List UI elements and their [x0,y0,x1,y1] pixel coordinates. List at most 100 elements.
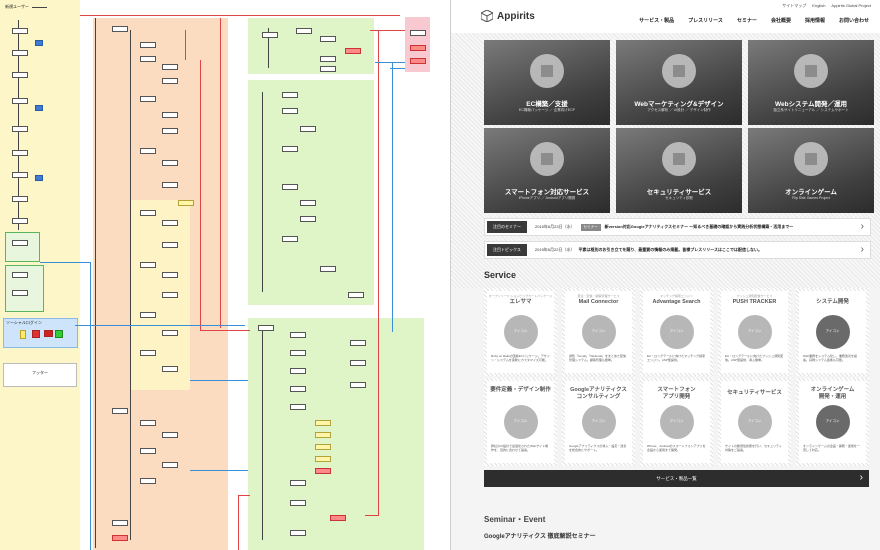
icon-label: アイコン [591,419,606,423]
service-card[interactable]: セキュリティサービス アイコン サイトの脆弱性診断を行い、セキュリティ対策をご提… [718,378,791,466]
chevron-right-icon[interactable]: › [860,244,864,255]
appirits-website: Appirits サイトマップ English Appirits Global … [450,0,880,550]
service-card[interactable]: オンラインゲーム 開発・運用 アイコン オンラインゲームの企画・開発・運用を一貫… [796,378,869,466]
gmail-icon [32,330,40,338]
service-card[interactable]: 受注・配信・顧客管理サービス Mail Connector アイコン 通知「Gm… [562,288,635,376]
service-card[interactable]: プッシュ通知配信サービス PUSH TRACKER アイコン EC・ロングテール… [718,288,791,376]
news-row-topics[interactable]: 注目トピックス 2015年6月22日（水） 平素は格別のお引き立てを賜り、最重要… [484,241,871,259]
seminar-headline[interactable]: Googleアナリティクス 徹底解説セミナー [484,534,596,540]
service-trunk [268,28,269,68]
main-node [162,432,178,438]
service-node [290,480,306,486]
service-node [290,530,306,536]
card-description: 弊社のUI設計で最適化されたWebサイト制作を、目的に合わせて提案。 [491,444,549,452]
main-node [162,462,178,468]
nav-company[interactable]: 会社概要 [770,18,791,24]
all-services-button[interactable]: サービス・製品一覧 › [484,470,869,487]
tile-title: Webシステム開発／運用 [775,101,847,108]
blue-connector [375,62,405,63]
service-icon [815,405,850,439]
service-node [290,404,306,410]
service-node [296,28,312,34]
service-card[interactable]: 要件定義・デザイン制作 アイコン 弊社のUI設計で最適化されたWebサイト制作を… [484,378,557,466]
site-header: Appirits サイトマップ English Appirits Global … [451,0,880,33]
main-node [162,292,178,298]
service-icon [659,405,694,439]
service-card[interactable]: マッチング検索エンジン Advantage Search アイコン EC・ロング… [640,288,713,376]
tile-icon [530,142,564,176]
phone-icon [20,330,26,339]
main-node [162,220,178,226]
logo[interactable]: Appirits [481,10,535,22]
card-subtitle: 受注・配信・顧客管理サービス [577,294,620,298]
service-node [282,108,298,114]
card-title: 要件定義・デザイン制作 [490,387,551,393]
tile-smartphone[interactable]: スマートフォン対応サービス iPhoneアプリ ／ Androidアプリ開発 [484,128,610,213]
service-node [320,36,336,42]
tile-icon [794,142,828,176]
service-node-yellow [315,432,331,438]
card-description: EC・ロングテールに向けたプッシュ通知配信。ASP型提供、導入簡単。 [725,354,784,362]
util-link-global[interactable]: Appirits Global Project [831,3,871,8]
util-link-english[interactable]: English [812,3,826,8]
tile-ec[interactable]: EC構築／支援 EC構築パッケージ ／ 企業向けECP [484,40,610,125]
nav-press[interactable]: プレスリリース [688,18,723,24]
service-node [282,92,298,98]
news-date: 2015年6月22日（水） [534,247,575,252]
service-card[interactable]: スマートフォン アプリ開発 アイコン iPhone、Androidのスマートフォ… [640,378,713,466]
service-node [350,360,366,366]
lane-service-top [248,18,374,74]
service-node [290,332,306,338]
news-date: 2015年6月23日（水） [535,224,575,229]
yahoo-icon [44,330,53,337]
main-node [140,478,156,484]
lane1-marker [35,105,43,111]
main-node [162,366,178,372]
card-description: Googleアナリティクスの導入・設定・改善を総合的にサポート。 [569,444,627,452]
tile-subtitle: Flip Side Games Project [792,196,830,200]
red-connector [200,330,250,331]
all-services-label: サービス・製品一覧 [656,475,697,481]
red-connector [238,495,239,550]
tile-web-system[interactable]: Webシステム開発／運用 独立系サイトリニューアル ／ システムサポート [748,40,874,125]
service-icon [503,315,538,349]
main-node [140,420,156,426]
card-title: システム開発 [816,299,849,305]
main-node [140,312,156,318]
main-node [140,210,156,216]
nav-contact[interactable]: お問い合わせ [838,18,869,24]
lane1-node [12,172,28,178]
red-connector [365,515,379,516]
tile-online-game[interactable]: オンラインゲーム Flip Side Games Project [748,128,874,213]
service-card[interactable]: システム開発 アイコン Web業務をシステム化し、業務改善を提案。基幹システム連… [796,288,869,376]
service-node-yellow [315,456,331,462]
icon-label: アイコン [825,329,840,333]
lane1-node [12,272,28,278]
chevron-right-icon[interactable]: › [860,221,864,232]
nav-recruit[interactable]: 採用情報 [804,18,825,24]
card-title: Mail Connector [578,299,619,305]
chevron-right-icon: › [859,472,863,483]
icon-label: アイコン [591,329,606,333]
card-title: Googleアナリティクス コンサルティング [570,387,627,400]
red-connector [185,30,186,60]
service-node [300,216,316,222]
tile-security[interactable]: セキュリティサービス セキュリティ診断 [616,128,742,213]
news-row-seminar[interactable]: 注目のセミナー 2015年6月23日（水） セミナー 新version対応Goo… [484,218,871,236]
tile-web-marketing[interactable]: Webマーケティング&デザイン アクセス解析 ／ UI設計 ／ デザイン制作 [616,40,742,125]
tile-subtitle: アクセス解析 ／ UI設計 ／ デザイン制作 [647,108,711,112]
nav-seminar[interactable]: セミナー [736,18,757,24]
utility-nav: サイトマップ English Appirits Global Project [782,3,871,9]
nav-services[interactable]: サービス・製品 [639,18,675,24]
lane1-node [12,126,28,132]
red-connector [220,18,221,328]
main-node [112,408,128,414]
service-card[interactable]: オープンソース ショッピングカートパッケージ エレサマ アイコン Ruby on… [484,288,557,376]
lane1-node [12,28,28,34]
card-subtitle: プッシュ通知配信サービス [736,294,773,298]
util-link-sitemap[interactable]: サイトマップ [782,3,807,8]
tile-icon [662,142,696,176]
service-icon [815,315,850,349]
service-card[interactable]: Googleアナリティクス コンサルティング アイコン Googleアナリティク… [562,378,635,466]
goal-node-red [410,58,426,64]
